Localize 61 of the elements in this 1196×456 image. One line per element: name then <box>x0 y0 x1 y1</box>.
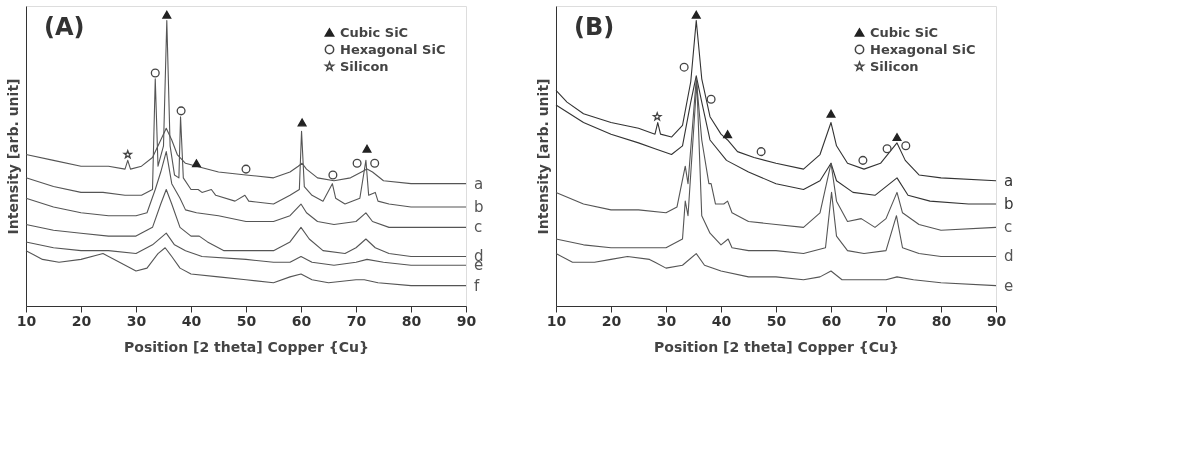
x-tick-label: 30 <box>656 312 677 329</box>
point <box>241 164 251 174</box>
series-label: d <box>1004 247 1014 266</box>
series-label: c <box>474 218 483 237</box>
series-label: a <box>1004 171 1014 190</box>
point <box>858 155 868 165</box>
x-tick-label: 40 <box>711 312 732 329</box>
x-tick-label: 60 <box>291 312 312 329</box>
chart-title: (B) <box>574 13 615 41</box>
legend-label: Silicon <box>340 58 389 74</box>
series-label: e <box>1004 276 1014 295</box>
x-tick-label: 30 <box>126 312 147 329</box>
x-tick-label: 80 <box>401 312 422 329</box>
point <box>328 170 338 180</box>
x-axis-title: Position [2 theta] Copper {Cu} <box>124 338 369 355</box>
x-tick-label: 20 <box>601 312 622 329</box>
legend-label: Cubic SiC <box>340 24 409 40</box>
chart-title: (A) <box>44 13 85 41</box>
x-tick-label: 60 <box>821 312 842 329</box>
point <box>297 118 307 127</box>
legend-label: Silicon <box>870 58 919 74</box>
point <box>352 158 362 168</box>
series-label: a <box>474 174 484 193</box>
point <box>176 106 186 116</box>
point <box>723 130 733 139</box>
x-tick-label: 50 <box>766 312 787 329</box>
point <box>191 159 202 168</box>
point <box>123 150 133 159</box>
x-tick-label: 70 <box>346 312 367 329</box>
point <box>362 144 372 153</box>
point <box>679 62 689 72</box>
x-tick-label: 90 <box>456 312 477 329</box>
x-tick-label: 40 <box>181 312 202 329</box>
point <box>826 109 836 118</box>
x-tick-label: 50 <box>236 312 257 329</box>
point <box>652 112 662 121</box>
point <box>162 10 172 19</box>
point <box>901 141 911 151</box>
legend-label: Cubic SiC <box>870 24 939 40</box>
x-tick-label: 70 <box>876 312 897 329</box>
x-tick-label: 10 <box>546 312 567 329</box>
y-axis-title: Intensity [arb. unit] <box>534 78 551 235</box>
legend-label: Hexagonal SiC <box>340 41 446 57</box>
point <box>370 158 380 168</box>
point <box>150 68 160 78</box>
point <box>892 133 902 142</box>
x-tick-label: 80 <box>931 312 952 329</box>
point <box>691 10 701 19</box>
series-label: b <box>474 197 484 216</box>
x-axis-title: Position [2 theta] Copper {Cu} <box>654 338 899 355</box>
series-label: c <box>1004 218 1013 237</box>
y-axis-title: Intensity [arb. unit] <box>4 78 21 235</box>
point <box>756 147 766 157</box>
series-label: f <box>474 276 480 295</box>
series-label: b <box>1004 195 1014 214</box>
legend-label: Hexagonal SiC <box>870 41 976 57</box>
point <box>882 144 892 154</box>
point <box>706 94 716 104</box>
x-tick-label: 10 <box>16 312 37 329</box>
x-tick-label: 90 <box>986 312 1007 329</box>
x-tick-label: 20 <box>71 312 92 329</box>
